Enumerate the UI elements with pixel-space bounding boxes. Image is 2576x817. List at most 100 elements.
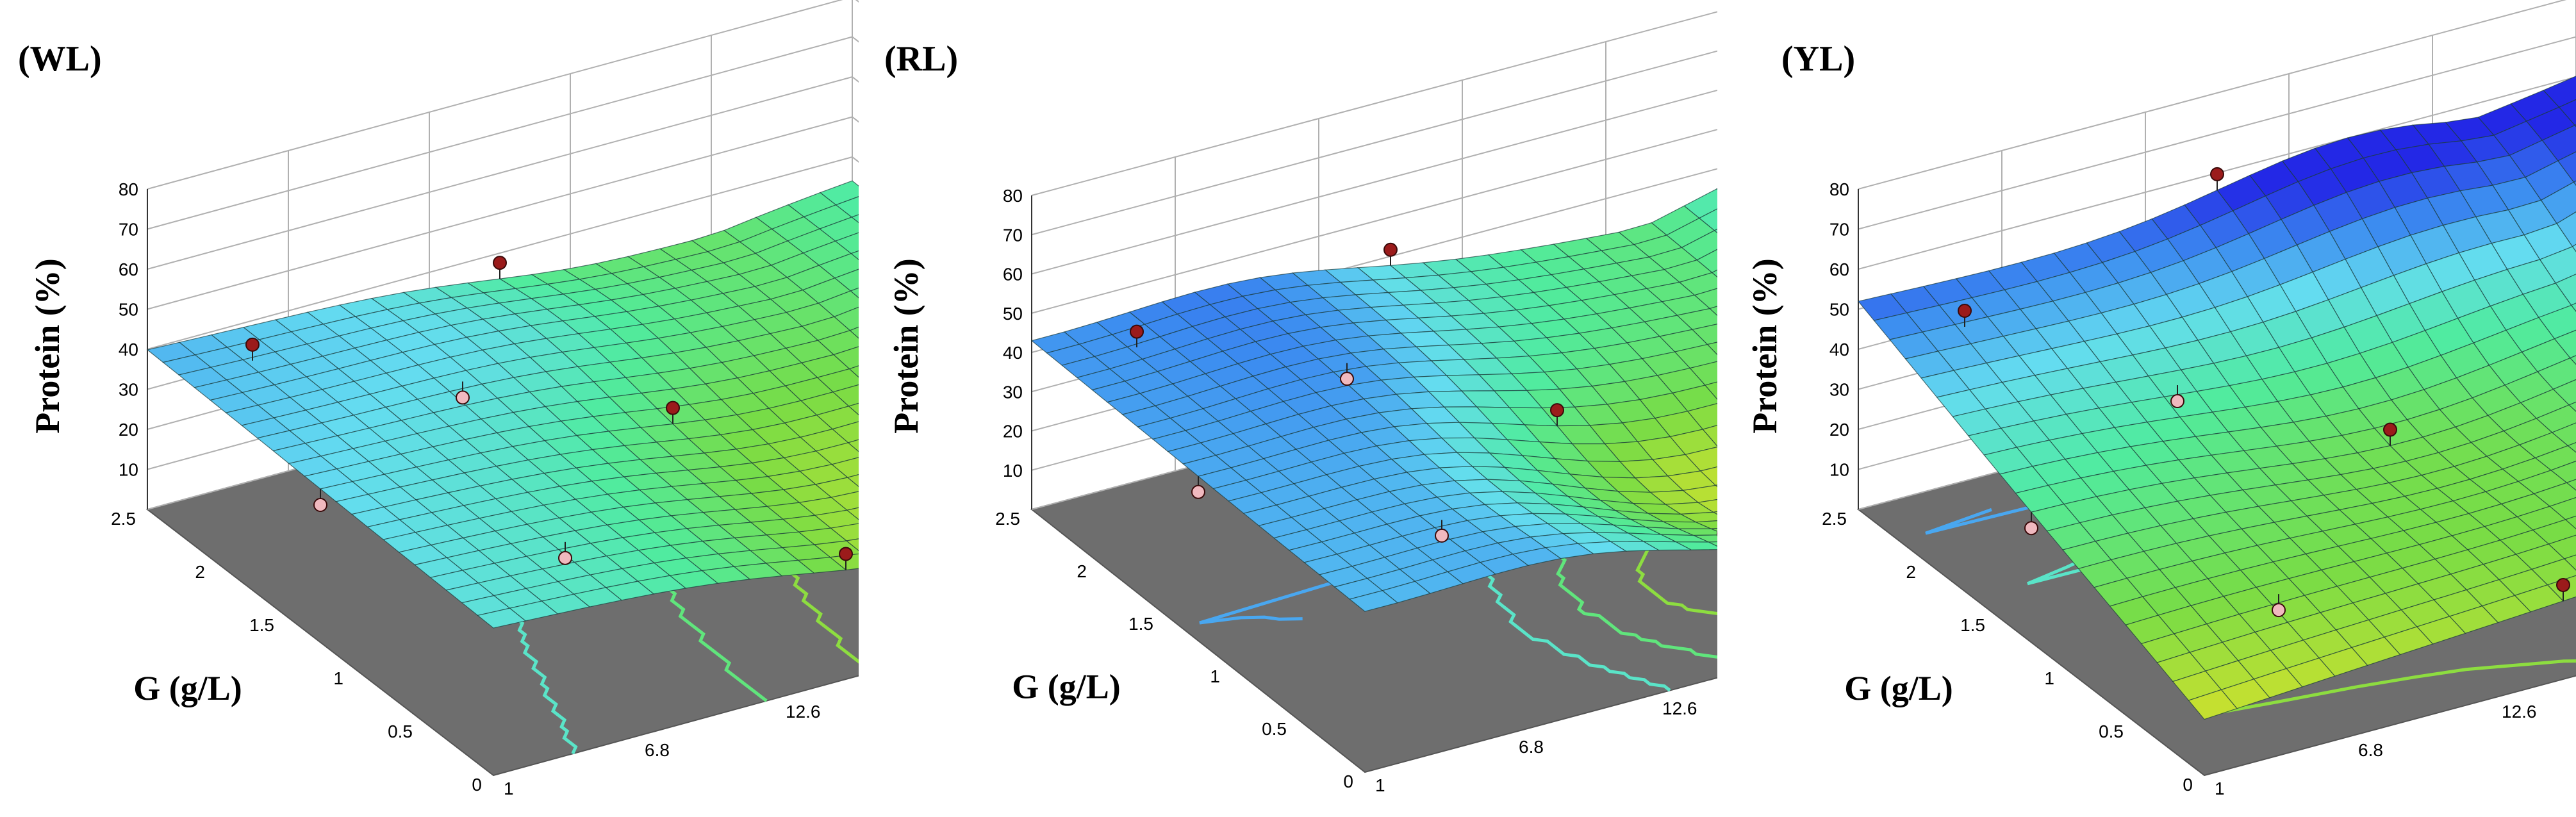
contour-line [1635, 518, 1717, 616]
z-tick-label: 30 [119, 380, 138, 400]
surface-cell [477, 607, 527, 629]
z-tick-label: 70 [1003, 225, 1023, 245]
chart-yl: 102030405060708000.511.522.516.812.618.4… [1746, 0, 2576, 798]
panel-label-rl: (RL) [884, 39, 959, 79]
z-tick-label: 50 [1829, 300, 1849, 320]
wall-gridline [1858, 0, 2567, 190]
wall-gridline [1858, 36, 2576, 230]
g-tick-label: 0.5 [388, 722, 413, 741]
s-tick-label: 12.6 [1662, 698, 1697, 718]
z-axis-title: Protein (%) [887, 258, 925, 433]
s-tick-label: 1 [1375, 775, 1385, 795]
g-tick-label: 2.5 [995, 509, 1020, 529]
z-tick-label: 10 [119, 460, 138, 480]
design-points [1130, 242, 1717, 543]
s-tick-label: 1 [504, 779, 514, 798]
g-axis-title: G (g/L) [1844, 669, 1953, 707]
design-point [2556, 577, 2570, 592]
panel-label-yl: (YL) [1781, 39, 1856, 79]
z-tick-label: 80 [119, 179, 138, 199]
z-tick-label: 60 [1003, 265, 1023, 285]
g-tick-label: 2 [1906, 562, 1916, 582]
s-tick-label: 1 [2215, 779, 2225, 798]
g-axis-title: G (g/L) [1012, 668, 1121, 706]
z-axis-title: Protein (%) [1746, 258, 1784, 433]
response-surface [1857, 76, 2576, 720]
design-point [558, 550, 572, 565]
s-tick-label: 6.8 [1519, 737, 1544, 757]
surface-cell [1349, 590, 1399, 612]
panel-rl: 102030405060708000.511.522.516.812.618.4… [859, 0, 1717, 817]
z-tick-label: 10 [1829, 460, 1849, 480]
design-point [2024, 521, 2038, 536]
z-tick-label: 20 [1003, 422, 1023, 442]
g-tick-label: 2.5 [1822, 509, 1847, 529]
s-tick-label: 12.6 [786, 702, 821, 722]
design-point [1340, 372, 1354, 386]
design-point [493, 256, 507, 270]
design-point [2210, 167, 2224, 181]
contour-line [2209, 659, 2576, 716]
g-tick-label: 1 [2044, 668, 2054, 688]
z-tick-label: 20 [119, 420, 138, 440]
z-tick-label: 10 [1003, 461, 1023, 481]
design-point [245, 337, 260, 352]
chart-wl: 102030405060708000.511.522.516.812.618.4… [28, 0, 859, 798]
design-point [1958, 304, 1972, 318]
design-point [2383, 422, 2397, 437]
surface-cell [2188, 689, 2238, 720]
g-tick-label: 0.5 [1262, 719, 1287, 739]
wall-gridline [1031, 129, 1717, 314]
g-tick-label: 1.5 [249, 615, 274, 635]
design-point [839, 547, 853, 561]
design-points [1958, 167, 2570, 618]
design-point [2272, 603, 2286, 618]
z-tick-label: 60 [119, 260, 138, 279]
z-tick-label: 50 [119, 300, 138, 320]
wall-gridline [1031, 50, 1717, 236]
design-point [313, 498, 327, 513]
design-point [1383, 242, 1398, 257]
g-tick-label: 1.5 [1128, 614, 1153, 634]
z-tick-label: 40 [119, 340, 138, 359]
z-tick-label: 30 [1829, 380, 1849, 400]
z-tick-label: 20 [1829, 420, 1849, 440]
z-tick-label: 70 [1829, 220, 1849, 240]
z-tick-label: 70 [119, 220, 138, 240]
wall-gridline [1031, 11, 1717, 196]
design-point [1550, 403, 1564, 418]
chart-rl: 102030405060708000.511.522.516.812.618.4… [887, 11, 1717, 795]
g-tick-label: 2.5 [111, 509, 136, 529]
panel-label-wl: (WL) [18, 39, 102, 79]
design-points [245, 256, 853, 570]
z-tick-label: 40 [1003, 343, 1023, 363]
s-tick-label: 12.6 [2502, 702, 2537, 722]
g-tick-label: 2 [1077, 561, 1087, 581]
s-tick-label: 6.8 [645, 740, 670, 760]
g-tick-label: 0.5 [2099, 722, 2124, 741]
g-tick-label: 2 [195, 562, 205, 582]
design-point [1191, 484, 1205, 499]
design-point [2170, 394, 2184, 409]
design-point [1435, 528, 1449, 543]
s-tick-label: 6.8 [2358, 740, 2383, 760]
design-point [1130, 324, 1144, 339]
z-tick-label: 50 [1003, 304, 1023, 324]
g-tick-label: 1 [333, 668, 343, 688]
panel-wl: 102030405060708000.511.522.516.812.618.4… [0, 0, 859, 817]
z-tick-label: 30 [1003, 382, 1023, 402]
wall-gridline [147, 0, 859, 190]
wall-gridline [1031, 89, 1717, 275]
z-axis-title: Protein (%) [28, 258, 67, 433]
z-tick-label: 80 [1829, 179, 1849, 199]
wall-gridline [1858, 76, 2576, 270]
g-tick-label: 0 [2183, 775, 2193, 795]
g-tick-label: 0 [1343, 772, 1353, 791]
design-point [666, 400, 680, 415]
g-tick-label: 0 [472, 775, 482, 795]
design-point [456, 390, 470, 405]
g-axis-title: G (g/L) [133, 669, 242, 707]
z-tick-label: 80 [1003, 186, 1023, 206]
g-tick-label: 1 [1210, 666, 1220, 686]
panel-yl: 102030405060708000.511.522.516.812.618.4… [1717, 0, 2576, 817]
